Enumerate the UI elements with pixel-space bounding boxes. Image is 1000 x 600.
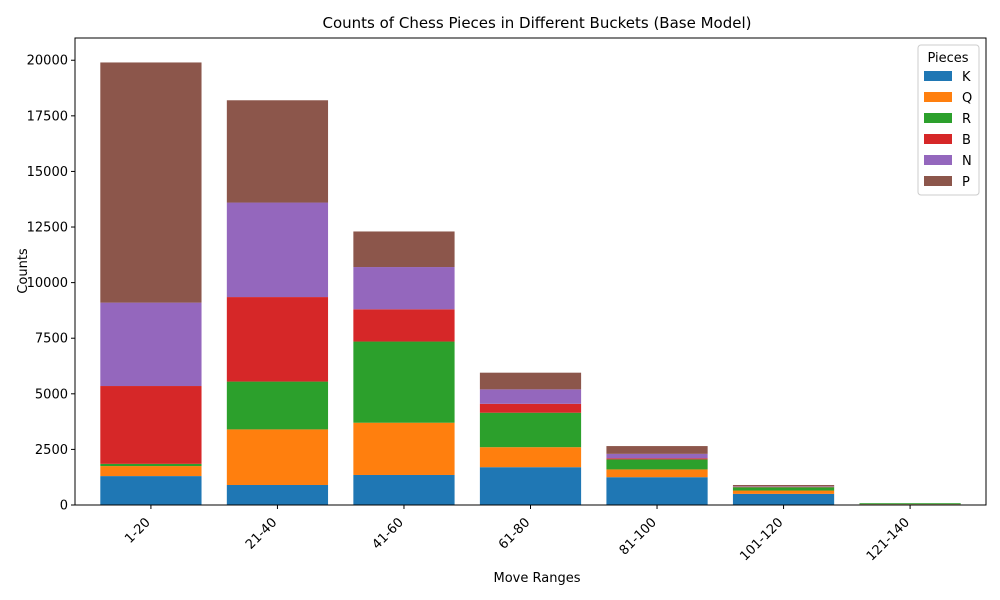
bar-b-81-100	[606, 458, 708, 460]
x-tick-label: 101-120	[737, 515, 786, 564]
legend-swatch	[924, 113, 952, 123]
legend-item-r: R	[924, 112, 971, 127]
legend-item-q: Q	[924, 91, 972, 106]
bar-n-41-60	[353, 267, 455, 310]
bar-r-61-80	[479, 412, 582, 448]
bar-b-61-80	[479, 403, 582, 413]
bar-p-41-60	[353, 231, 455, 268]
x-tick-label: 21-40	[243, 515, 280, 552]
legend-label: R	[962, 112, 971, 127]
x-tick-label: 121-140	[864, 515, 913, 564]
legend-item-k: K	[924, 70, 971, 85]
legend-item-n: N	[924, 154, 972, 169]
bar-p-1-20	[100, 62, 202, 303]
x-tick-label: 1-20	[122, 515, 153, 546]
chart-title: Counts of Chess Pieces in Different Buck…	[322, 14, 751, 32]
bar-p-21-40	[226, 100, 329, 203]
bar-k-81-100	[606, 477, 708, 505]
y-tick-label: 20000	[27, 54, 68, 69]
legend-label: N	[962, 154, 972, 169]
bar-k-41-60	[353, 474, 455, 505]
bar-q-41-60	[353, 422, 455, 475]
bar-q-61-80	[479, 447, 582, 468]
legend-swatch	[924, 134, 952, 144]
bar-q-21-40	[226, 429, 329, 485]
legend-swatch	[924, 71, 952, 81]
series-b	[100, 297, 835, 488]
bar-r-121-140	[859, 503, 961, 505]
bars-layer	[100, 62, 961, 505]
bar-k-1-20	[100, 476, 202, 505]
x-tick-label: 41-60	[369, 515, 406, 552]
bar-r-101-120	[732, 487, 835, 491]
legend-label: K	[962, 70, 971, 85]
y-tick-label: 10000	[27, 276, 68, 291]
legend-swatch	[924, 92, 952, 102]
x-axis: 1-20 21-40 41-60 61-80 81-100 101-120 121-140	[122, 505, 913, 564]
bar-n-1-20	[100, 302, 202, 387]
legend-title: Pieces	[927, 51, 968, 66]
bar-p-61-80	[479, 372, 582, 390]
bar-q-1-20	[100, 466, 202, 477]
series-q	[100, 422, 961, 505]
bar-n-81-100	[606, 453, 708, 459]
y-axis-title: Counts	[16, 248, 31, 294]
y-tick-label: 5000	[35, 387, 68, 402]
y-axis: 0 2500 5000 7500 10000 12500 15000 17500 20000	[27, 54, 75, 514]
y-tick-label: 2500	[35, 443, 68, 458]
legend-label: Q	[962, 91, 972, 106]
bar-q-101-120	[732, 490, 835, 494]
y-tick-label: 15000	[27, 165, 68, 180]
y-tick-label: 12500	[27, 221, 68, 236]
bar-q-81-100	[606, 469, 708, 478]
x-axis-title: Move Ranges	[494, 571, 581, 586]
y-tick-label: 7500	[35, 332, 68, 347]
legend-label: B	[962, 133, 971, 148]
series-r	[100, 341, 961, 505]
bar-p-101-120	[732, 484, 835, 487]
series-p	[100, 62, 835, 487]
bar-b-1-20	[100, 386, 202, 464]
legend-item-p: P	[924, 175, 970, 190]
x-tick-label: 61-80	[496, 515, 533, 552]
legend-item-b: B	[924, 133, 971, 148]
bar-r-1-20	[100, 463, 202, 467]
bar-b-41-60	[353, 309, 455, 342]
bar-n-21-40	[226, 202, 329, 298]
bar-r-21-40	[226, 381, 329, 430]
bar-r-81-100	[606, 459, 708, 470]
bar-r-41-60	[353, 341, 455, 423]
y-tick-label: 0	[60, 499, 68, 514]
series-n	[100, 202, 835, 487]
x-tick-label: 81-100	[617, 515, 660, 558]
bar-k-101-120	[732, 493, 835, 505]
bar-p-81-100	[606, 446, 708, 454]
y-tick-label: 17500	[27, 109, 68, 124]
bar-k-21-40	[226, 484, 329, 505]
bar-n-61-80	[479, 389, 582, 404]
bar-k-61-80	[479, 467, 582, 505]
legend-label: P	[962, 175, 970, 190]
bar-b-21-40	[226, 297, 329, 382]
legend-swatch	[924, 155, 952, 165]
series-k	[100, 467, 961, 505]
legend-swatch	[924, 176, 952, 186]
